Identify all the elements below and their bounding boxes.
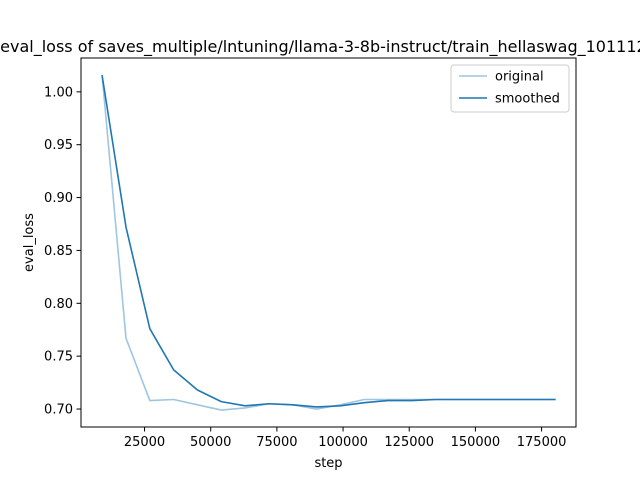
series-layer [101,75,556,411]
legend-label-original: original [495,70,544,85]
x-tick-label: 50000 [190,435,231,450]
x-tick-label: 175000 [517,435,567,450]
x-axis: 25000 50000 75000 100000 125000 150000 175000 [124,427,567,450]
y-axis-label: eval_loss [22,213,37,272]
series-line-smoothed [101,75,556,408]
y-tick-label: 0.95 [44,138,73,153]
axes-frame [80,57,577,428]
x-tick-label: 125000 [384,435,434,450]
y-tick-label: 0.90 [44,191,73,206]
y-tick-label: 1.00 [44,85,73,100]
x-tick-label: 100000 [318,435,368,450]
y-tick-label: 0.75 [44,350,73,365]
legend-label-smoothed: smoothed [495,92,560,107]
y-tick-label: 0.70 [44,403,73,418]
x-tick-label: 75000 [256,435,297,450]
legend: original smoothed [450,64,570,113]
x-tick-label: 25000 [124,435,165,450]
x-axis-label: step [314,456,342,471]
y-axis: 0.70 0.75 0.80 0.85 0.90 0.95 1.00 [44,85,81,418]
chart-title: eval_loss of saves_multiple/lntuning/lla… [0,37,640,57]
x-tick-label: 150000 [451,435,501,450]
y-tick-label: 0.80 [44,297,73,312]
y-tick-label: 0.85 [44,244,73,259]
